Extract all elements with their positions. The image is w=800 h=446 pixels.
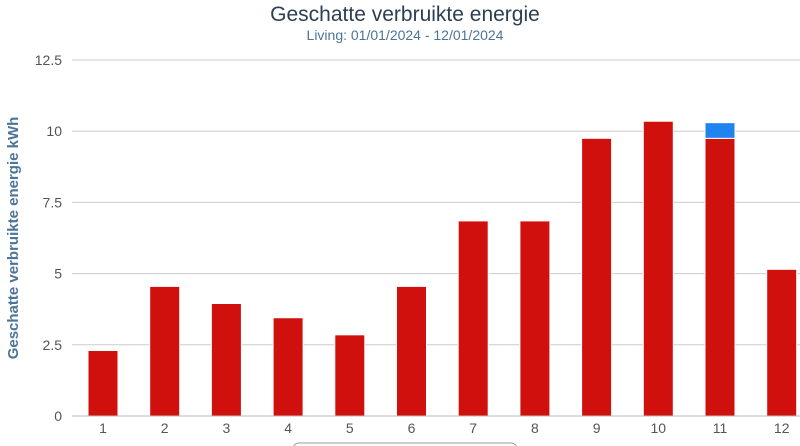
bar-1-series-1[interactable] — [87, 349, 119, 417]
x-tick-label: 5 — [346, 420, 354, 436]
x-tick-label: 7 — [469, 420, 477, 436]
y-axis-ticks: 0 2.5 5 7.5 10 12.5 — [35, 52, 62, 424]
bar-4-series-1[interactable] — [272, 317, 304, 417]
x-tick-label: 6 — [408, 420, 416, 436]
y-tick-label: 10 — [46, 123, 62, 139]
y-axis-label: Geschatte verbruikte energie kWh — [5, 117, 22, 360]
y-tick-label: 2.5 — [43, 337, 63, 353]
bar-3-series-1[interactable] — [210, 303, 242, 417]
x-tick-label: 1 — [99, 420, 107, 436]
bar-2-series-1[interactable] — [149, 285, 181, 417]
bar-12-series-1[interactable] — [766, 268, 798, 417]
bar-7-series-1[interactable] — [457, 220, 489, 417]
x-tick-label: 4 — [284, 420, 292, 436]
bar-11-series-2[interactable] — [704, 122, 736, 139]
y-tick-label: 0 — [54, 408, 62, 424]
x-tick-label: 9 — [593, 420, 601, 436]
bar-5-series-1[interactable] — [334, 334, 366, 417]
bar-11-series-1[interactable] — [704, 137, 736, 417]
x-tick-label: 2 — [161, 420, 169, 436]
bar-6-series-1[interactable] — [396, 285, 427, 417]
x-tick-label: 10 — [651, 420, 667, 436]
navigator-handle[interactable] — [293, 442, 517, 446]
x-tick-label: 11 — [713, 420, 728, 436]
y-tick-label: 7.5 — [43, 194, 63, 210]
chart-title: Geschatte verbruikte energie — [270, 3, 540, 26]
chart-subtitle: Living: 01/01/2024 - 12/01/2024 — [307, 27, 504, 43]
gridlines — [72, 59, 800, 346]
bar-8-series-1[interactable] — [519, 220, 551, 417]
bar-9-series-1[interactable] — [581, 137, 613, 417]
y-tick-label: 12.5 — [35, 52, 62, 68]
bars — [87, 120, 798, 417]
x-tick-label: 3 — [223, 420, 231, 436]
x-tick-label: 8 — [531, 420, 539, 436]
bar-10-series-1[interactable] — [642, 120, 674, 417]
x-tick-label: 12 — [774, 420, 790, 436]
y-tick-label: 5 — [54, 266, 62, 282]
x-axis-ticks: 1 2 3 4 5 6 7 8 9 10 11 12 — [99, 420, 790, 436]
